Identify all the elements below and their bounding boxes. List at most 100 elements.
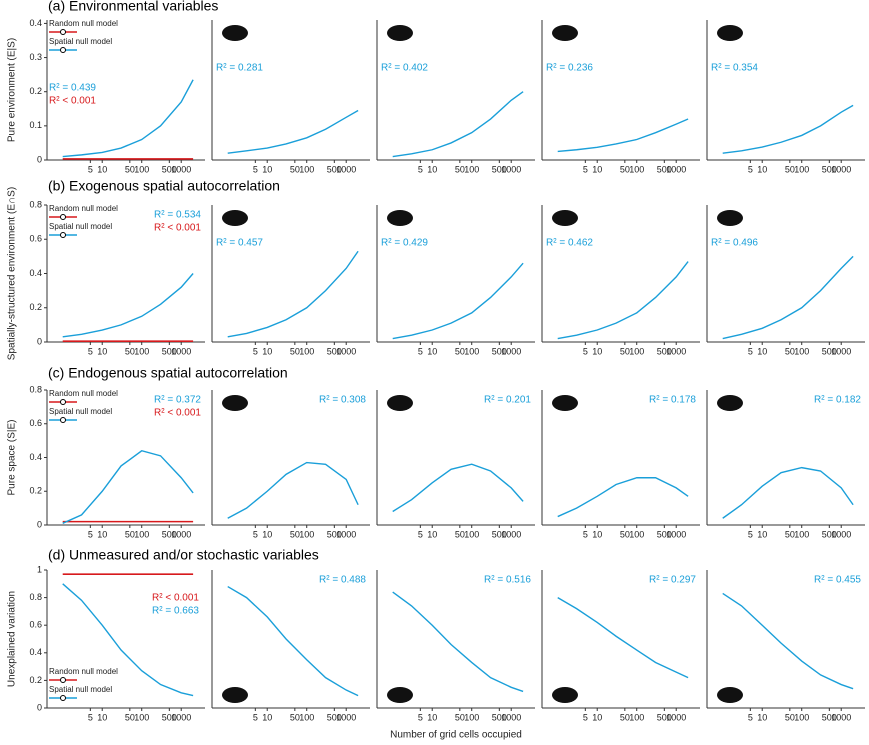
r-squared-label: R² = 0.462 (546, 238, 593, 249)
x-tick-label: 100 (299, 529, 314, 539)
r-squared-label: R² = 0.236 (546, 63, 593, 74)
y-tick-label: 0 (37, 336, 42, 346)
x-tick-label: 1000 (831, 529, 851, 539)
x-tick-label: 10 (97, 712, 107, 722)
x-tick-label: 10 (97, 529, 107, 539)
y-tick-label: 1 (37, 564, 42, 574)
x-tick-label: 500 (162, 712, 177, 722)
x-tick-label: 100 (629, 346, 644, 356)
fit-curve (227, 585, 359, 697)
x-tick-label: 5 (88, 712, 93, 722)
r-squared-label: R² = 0.429 (381, 238, 428, 249)
x-tick-label: 1000 (666, 712, 686, 722)
x-tick-label: 50 (455, 529, 465, 539)
fit-curve (227, 109, 359, 154)
fit-curve (722, 104, 854, 154)
x-tick-label: 1000 (171, 346, 191, 356)
x-tick-label: 1000 (501, 164, 521, 174)
x-tick-label: 5 (748, 164, 753, 174)
x-tick-label: 500 (657, 529, 672, 539)
fit-curve (62, 273, 194, 338)
y-tick-label: 0.4 (29, 268, 42, 278)
r-squared-label: R² = 0.457 (216, 238, 263, 249)
r-squared-label: R² = 0.455 (814, 575, 861, 586)
r-squared-label: R² = 0.178 (649, 395, 696, 406)
x-tick-label: 5 (253, 712, 258, 722)
x-tick-label: 500 (492, 164, 507, 174)
x-tick-label: 1000 (666, 529, 686, 539)
r-squared-label: R² < 0.001 (152, 593, 199, 604)
y-tick-label: 0.4 (29, 452, 42, 462)
r-squared-label: R² = 0.297 (649, 575, 696, 586)
x-axis-label: Number of grid cells occupied (390, 730, 522, 741)
x-tick-label: 1000 (171, 712, 191, 722)
x-tick-label: 500 (822, 164, 837, 174)
x-tick-label: 5 (253, 164, 258, 174)
x-tick-label: 50 (125, 712, 135, 722)
x-tick-label: 500 (657, 712, 672, 722)
r-squared-label: R² = 0.496 (711, 238, 758, 249)
x-tick-label: 5 (583, 164, 588, 174)
fit-curve (392, 591, 524, 693)
x-tick-label: 10 (262, 529, 272, 539)
x-tick-label: 10 (262, 346, 272, 356)
x-tick-label: 5 (88, 164, 93, 174)
r-squared-label: R² = 0.488 (319, 575, 366, 586)
x-tick-label: 1000 (336, 346, 356, 356)
x-tick-label: 50 (455, 164, 465, 174)
y-tick-label: 0 (37, 154, 42, 164)
legend-marker (60, 29, 66, 35)
animal-icon (717, 25, 743, 41)
y-tick-label: 0.6 (29, 234, 42, 244)
x-tick-label: 100 (629, 164, 644, 174)
x-tick-label: 500 (657, 164, 672, 174)
x-tick-label: 5 (748, 712, 753, 722)
fit-curve (392, 91, 524, 158)
y-tick-label: 0.3 (29, 52, 42, 62)
x-tick-label: 100 (134, 712, 149, 722)
legend-label: Spatial null model (49, 407, 112, 416)
legend-label: Spatial null model (49, 37, 112, 46)
r-squared-label: R² = 0.663 (152, 606, 199, 617)
x-tick-label: 500 (162, 529, 177, 539)
x-tick-label: 1000 (666, 164, 686, 174)
r-squared-label: R² = 0.354 (711, 63, 758, 74)
r-squared-label: R² = 0.182 (814, 395, 861, 406)
x-tick-label: 50 (620, 712, 630, 722)
x-tick-label: 100 (464, 529, 479, 539)
fit-curve (722, 255, 854, 340)
x-tick-label: 1000 (336, 164, 356, 174)
animal-icon (222, 210, 248, 226)
legend-marker (60, 399, 66, 405)
x-tick-label: 1000 (831, 346, 851, 356)
r-squared-label: R² < 0.001 (154, 223, 201, 234)
legend-marker (60, 695, 66, 701)
r-squared-label: R² = 0.281 (216, 63, 263, 74)
x-tick-label: 50 (290, 346, 300, 356)
y-axis-label: Pure space (S|E) (7, 420, 18, 496)
x-tick-label: 100 (299, 346, 314, 356)
animal-icon (387, 25, 413, 41)
x-tick-label: 1000 (831, 712, 851, 722)
x-tick-label: 10 (262, 164, 272, 174)
fit-curve (62, 449, 194, 524)
x-tick-label: 50 (290, 712, 300, 722)
legend-label: Spatial null model (49, 222, 112, 231)
x-tick-label: 10 (592, 529, 602, 539)
legend-marker (60, 232, 66, 238)
fit-curve (62, 583, 194, 697)
legend-label: Random null model (49, 19, 118, 28)
x-tick-label: 10 (262, 712, 272, 722)
animal-icon (387, 210, 413, 226)
x-tick-label: 500 (327, 164, 342, 174)
r-squared-label: R² = 0.534 (154, 210, 201, 221)
x-tick-label: 10 (427, 346, 437, 356)
legend-label: Random null model (49, 204, 118, 213)
legend-label: Spatial null model (49, 685, 112, 694)
x-tick-label: 500 (327, 529, 342, 539)
fit-curve (392, 463, 524, 513)
r-squared-label: R² = 0.439 (49, 83, 96, 94)
x-tick-label: 10 (97, 164, 107, 174)
x-tick-label: 5 (418, 712, 423, 722)
